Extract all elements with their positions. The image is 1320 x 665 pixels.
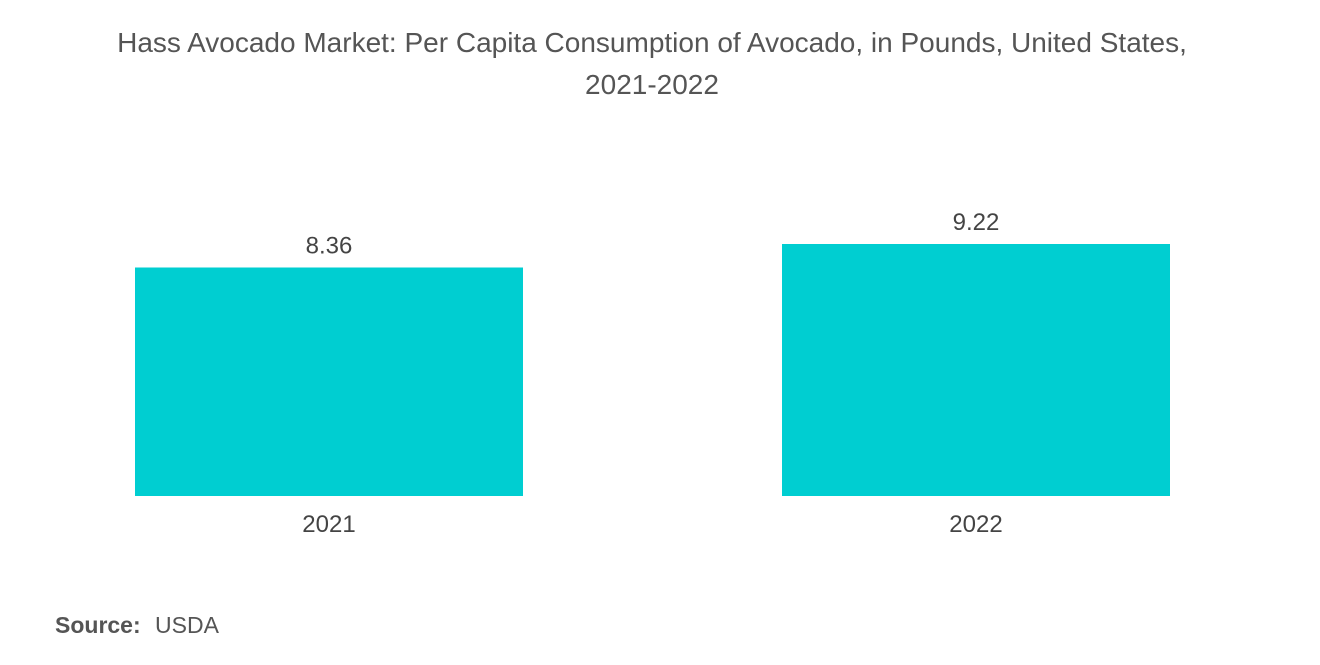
chart-title: Hass Avocado Market: Per Capita Consumpt…: [0, 22, 1304, 106]
data-label-2022: 9.22: [953, 209, 1000, 236]
bar-2022: [782, 244, 1170, 496]
x-tick-label-2021: 2021: [302, 511, 355, 538]
x-tick-label-2022: 2022: [949, 511, 1002, 538]
data-label-2021: 8.36: [306, 233, 353, 260]
bar-chart: 8.36 2021 9.22 2022: [135, 209, 1170, 538]
bar-2021: [135, 267, 523, 496]
source-value: USDA: [155, 612, 219, 638]
source-label: Source:: [55, 612, 141, 638]
source-note: Source: USDA: [55, 612, 219, 639]
chart-title-line-1: Hass Avocado Market: Per Capita Consumpt…: [117, 27, 1187, 58]
chart-title-line-2: 2021-2022: [585, 69, 719, 100]
